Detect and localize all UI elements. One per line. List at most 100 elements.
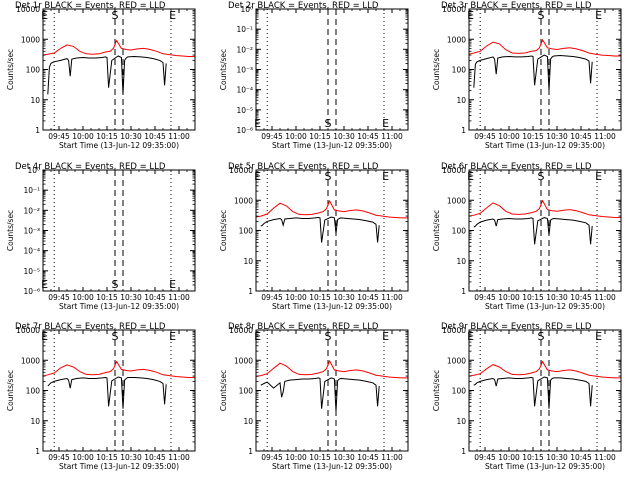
- x-tick-label: 09:45: [48, 293, 70, 302]
- y-tick-label: 10⁻²: [236, 45, 253, 54]
- panel-det-2: Det 2r BLACK = Events, RED = LLD 10⁻⁶ 10⁻⁵…: [219, 1, 409, 150]
- marker-label-s: S: [112, 330, 119, 343]
- y-tick-label: 10⁻⁶: [236, 126, 253, 135]
- x-tick-label: 10:15: [96, 293, 118, 302]
- marker-label-e: E: [467, 9, 474, 22]
- panel-title: Det 6r BLACK = Events, RED = LLD: [441, 162, 592, 172]
- x-tick-label: 09:45: [474, 453, 496, 462]
- marker-label-s: S: [325, 170, 332, 183]
- y-tick-label: 10⁰: [27, 166, 40, 175]
- y-tick-label: 10000: [16, 326, 40, 335]
- x-tick-label: 11:00: [168, 453, 190, 462]
- x-tick-label: 10:00: [285, 453, 307, 462]
- y-tick-label: 100: [452, 66, 467, 75]
- x-tick-label: 10:15: [96, 453, 118, 462]
- y-axis-label: Counts/sec: [6, 49, 15, 90]
- x-tick-label: 09:45: [48, 132, 70, 141]
- y-tick-label: 100: [239, 387, 254, 396]
- x-axis-label: Start Time (13-Jun-12 09:35:00): [59, 141, 179, 150]
- y-tick-label: 10⁻³: [23, 227, 40, 236]
- x-tick-label: 10:15: [522, 293, 544, 302]
- x-tick-label: 11:00: [594, 453, 616, 462]
- y-tick-label: 10⁰: [240, 5, 253, 14]
- marker-label-e: E: [382, 330, 389, 343]
- plot-frame: [468, 8, 622, 131]
- lld-series-line: [42, 39, 195, 57]
- x-tick-label: 10:00: [72, 132, 94, 141]
- y-tick-label: 10⁻⁵: [23, 267, 40, 276]
- x-tick-label: 10:45: [570, 132, 592, 141]
- x-tick-label: 11:00: [381, 293, 403, 302]
- y-tick-label: 1000: [447, 196, 466, 205]
- panel-det-3: Det 3r BLACK = Events, RED = LLD 1 10 100 10…: [432, 1, 622, 150]
- y-tick-label: 1: [461, 126, 466, 135]
- plot-frame: [42, 169, 196, 292]
- y-axis-label: Counts/sec: [219, 49, 228, 90]
- panel-det-7: Det 7r BLACK = Events, RED = LLD 1 10 100 10…: [6, 322, 196, 471]
- y-tick-label: 10000: [442, 5, 466, 14]
- marker-label-s: S: [112, 278, 119, 291]
- y-tick-label: 1000: [21, 356, 40, 365]
- marker-label-e: E: [467, 170, 474, 183]
- marker-label-e: E: [254, 170, 261, 183]
- y-tick-label: 10⁻⁶: [23, 287, 40, 296]
- x-tick-label: 11:00: [168, 132, 190, 141]
- y-tick-label: 1: [35, 447, 40, 456]
- x-tick-label: 10:15: [522, 453, 544, 462]
- y-tick-label: 10⁻³: [236, 66, 253, 75]
- x-tick-label: 10:00: [285, 293, 307, 302]
- lld-series-line: [255, 359, 408, 379]
- y-tick-label: 10000: [442, 326, 466, 335]
- x-tick-label: 11:00: [168, 293, 190, 302]
- x-axis-label: Start Time (13-Jun-12 09:35:00): [485, 302, 605, 311]
- x-tick-label: 10:30: [120, 132, 142, 141]
- x-tick-label: 10:45: [570, 293, 592, 302]
- y-tick-label: 10: [456, 96, 466, 105]
- marker-label-e: E: [595, 330, 602, 343]
- x-tick-label: 10:45: [144, 453, 166, 462]
- x-tick-label: 10:45: [570, 453, 592, 462]
- panel-title: Det 2r BLACK = Events, RED = LLD: [228, 1, 379, 11]
- x-tick-label: 09:45: [261, 293, 283, 302]
- plot-frame: [42, 329, 196, 452]
- x-tick-label: 09:45: [48, 453, 70, 462]
- y-tick-label: 1000: [447, 356, 466, 365]
- events-series-line: [473, 54, 593, 91]
- events-series-line: [473, 376, 593, 409]
- y-tick-label: 100: [452, 387, 467, 396]
- plot-frame: [255, 169, 409, 292]
- panel-title: Det 3r BLACK = Events, RED = LLD: [441, 1, 592, 11]
- events-series-line: [260, 377, 380, 412]
- y-tick-label: 10⁻¹: [23, 186, 40, 195]
- marker-label-e: E: [41, 330, 48, 343]
- x-axis-label: Start Time (13-Jun-12 09:35:00): [59, 302, 179, 311]
- x-axis-label: Start Time (13-Jun-12 09:35:00): [59, 462, 179, 471]
- panel-title: Det 1r BLACK = Events, RED = LLD: [15, 1, 166, 11]
- x-tick-label: 10:30: [120, 453, 142, 462]
- marker-label-s: S: [538, 9, 545, 22]
- x-tick-label: 10:15: [96, 132, 118, 141]
- y-tick-label: 1: [248, 287, 253, 296]
- marker-label-e: E: [169, 278, 176, 291]
- y-tick-label: 1: [35, 126, 40, 135]
- x-axis-label: Start Time (13-Jun-12 09:35:00): [272, 302, 392, 311]
- y-tick-label: 10⁻⁴: [236, 86, 253, 95]
- y-axis-label: Counts/sec: [432, 210, 441, 251]
- y-tick-label: 10000: [442, 166, 466, 175]
- y-tick-label: 100: [26, 66, 41, 75]
- marker-label-e: E: [595, 170, 602, 183]
- marker-label-e: E: [595, 9, 602, 22]
- events-series-line: [473, 216, 593, 245]
- x-tick-label: 10:45: [357, 132, 379, 141]
- marker-label-e: E: [467, 330, 474, 343]
- y-tick-label: 1000: [447, 35, 466, 44]
- y-tick-label: 100: [26, 387, 41, 396]
- x-tick-label: 10:00: [498, 293, 520, 302]
- x-tick-label: 10:45: [144, 132, 166, 141]
- lld-series-line: [255, 199, 408, 219]
- y-axis-label: Counts/sec: [219, 370, 228, 411]
- y-tick-label: 10: [30, 417, 40, 426]
- plot-frame: [255, 329, 409, 452]
- x-tick-label: 09:45: [261, 132, 283, 141]
